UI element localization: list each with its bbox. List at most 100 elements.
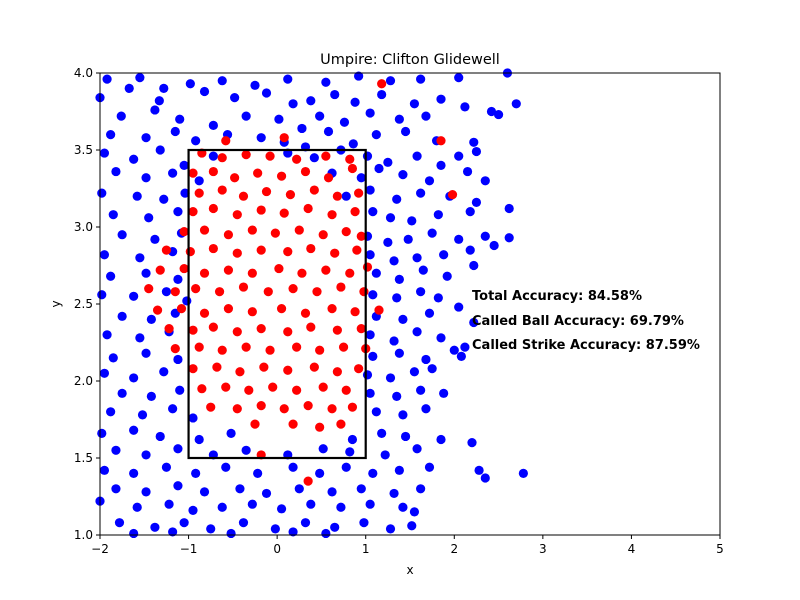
strike-point [244, 385, 254, 395]
ball-point [365, 388, 375, 398]
ball-point [164, 499, 174, 509]
strike-point [221, 382, 231, 392]
ball-point [436, 333, 446, 343]
ball-point [106, 271, 116, 281]
ball-point [256, 133, 266, 143]
ball-point [439, 388, 449, 398]
ball-point [99, 465, 110, 475]
strike-point [232, 404, 242, 414]
ball-point [412, 444, 422, 454]
strike-point [300, 308, 311, 318]
strike-point [247, 225, 257, 235]
strike-point [303, 401, 313, 411]
ball-point [108, 210, 118, 220]
ball-point [442, 271, 452, 281]
strike-point [321, 265, 331, 275]
ball-point [238, 518, 249, 528]
ball-point [433, 210, 443, 220]
y-tick-label: 3.0 [74, 220, 93, 234]
ball-point [398, 502, 408, 512]
x-tick-label: 5 [716, 542, 724, 556]
strike-point [250, 419, 260, 429]
ball-point [206, 524, 216, 534]
ball-point [173, 481, 183, 491]
ball-point [315, 468, 325, 478]
ball-point [398, 170, 408, 180]
ball-point [389, 336, 399, 346]
ball-point [253, 468, 263, 478]
strike-point [247, 307, 257, 317]
ball-point [465, 245, 475, 255]
ball-point [380, 450, 390, 460]
ball-point [412, 253, 422, 263]
ball-point [97, 428, 107, 438]
strike-point [347, 163, 358, 174]
ball-point [356, 484, 366, 494]
ball-point [365, 330, 375, 340]
ball-point [129, 425, 139, 435]
ball-point [416, 484, 426, 494]
y-axis-ticks: 1.0 1.5 2.0 2.5 3.0 3.5 4.0 [74, 66, 100, 542]
ball-point [241, 111, 251, 121]
ball-point [389, 256, 399, 266]
ball-point [99, 148, 110, 158]
ball-point [385, 213, 396, 223]
strike-point [247, 268, 257, 278]
ball-point [283, 74, 293, 84]
ball-point [469, 260, 479, 271]
ball-point [132, 191, 142, 201]
strike-point [362, 262, 373, 272]
strike-point [170, 344, 180, 354]
strike-point [217, 345, 227, 355]
strike-point [327, 404, 337, 414]
strike-point [374, 305, 384, 315]
ball-point [347, 434, 358, 445]
ball-point [504, 233, 514, 243]
ball-point [150, 522, 160, 532]
ball-point [276, 504, 287, 514]
ball-point [412, 151, 422, 161]
strike-point [188, 168, 198, 178]
ball-point [418, 265, 428, 275]
strike-point [144, 284, 154, 294]
ball-point [161, 287, 172, 297]
ball-point [469, 317, 479, 328]
strike-point [223, 304, 234, 314]
strike-points [144, 79, 458, 486]
x-axis-ticks: −2 −1 0 1 2 3 4 5 [91, 535, 724, 556]
strike-point [152, 305, 163, 315]
x-tick-label: −1 [180, 542, 198, 556]
ball-point [159, 194, 169, 204]
ball-point [454, 151, 464, 161]
ball-point [155, 431, 165, 442]
ball-point [392, 194, 402, 204]
ball-point [480, 473, 490, 483]
strike-point [336, 419, 346, 429]
ball-point [108, 353, 118, 363]
ball-point [421, 404, 431, 414]
ball-point [208, 120, 218, 130]
ball-point [261, 488, 272, 499]
strike-point [179, 227, 189, 237]
ball-point [168, 168, 178, 178]
ball-point [146, 314, 156, 324]
strike-point [315, 422, 325, 432]
total-accuracy-annotation: Total Accuracy: 84.58% [472, 289, 642, 304]
strike-point [164, 324, 174, 334]
ball-point [170, 126, 180, 137]
strike-point [309, 185, 319, 195]
strike-point [263, 287, 273, 297]
ball-point [345, 447, 355, 457]
strike-point [327, 210, 337, 220]
ball-point [454, 73, 464, 83]
ball-point [168, 404, 178, 414]
ball-point [398, 410, 408, 420]
x-tick-label: 1 [362, 542, 370, 556]
strike-point [285, 190, 296, 200]
ball-point [493, 109, 504, 120]
strike-point [447, 190, 458, 200]
ball-point [117, 388, 127, 398]
ball-point [362, 370, 373, 380]
ball-point [141, 450, 151, 460]
